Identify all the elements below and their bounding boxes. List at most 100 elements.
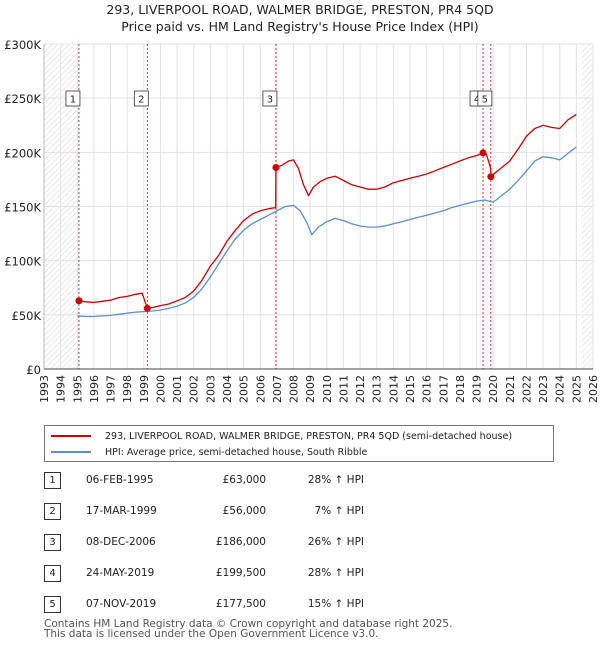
y-tick-label: £0 [26,363,41,377]
x-tick-label: 2011 [337,375,350,403]
x-tick-label: 2024 [554,375,567,403]
hpi-line [77,146,577,318]
chart-title: 293, LIVERPOOL ROAD, WALMER BRIDGE, PRES… [106,2,494,17]
x-tick-label: 2013 [371,375,384,403]
legend-label: HPI: Average price, semi-detached house,… [105,446,368,458]
grid [43,43,594,370]
x-tick-label: 2004 [221,375,234,403]
y-tick-label: £250K [4,92,41,106]
sale-label-box [262,90,278,107]
transaction-number: 2 [44,503,61,520]
table-row: 3 08-DEC-2006 £186,000 26% ↑ HPI [44,534,564,565]
table-row: 2 17-MAR-1999 £56,000 7% ↑ HPI [44,503,564,534]
x-tick-label: 2026 [587,375,600,403]
x-tick-label: 1998 [121,375,134,403]
y-tick-label: £150K [4,201,41,215]
x-tick-label: 1997 [105,375,118,403]
y-tick-label: £200K [4,146,41,160]
transaction-date: 17-MAR-1999 [86,505,157,517]
sale-point [75,297,83,305]
sale-label: 1 [70,95,76,106]
sale-label: 4 [474,95,480,106]
transaction-date: 06-FEB-1995 [86,474,154,486]
footer-attribution: Contains HM Land Registry data © Crown c… [44,618,453,640]
sale-point [272,164,280,171]
x-tick-label: 2002 [188,375,201,403]
legend-item-hpi: HPI: Average price, semi-detached house,… [51,445,367,459]
property-price-line [78,113,577,309]
transaction-date: 24-MAY-2019 [86,567,155,579]
x-tick-label: 1996 [88,375,101,403]
transaction-hpi: 28% ↑ HPI [307,474,364,486]
sale-label: 3 [267,95,273,106]
transaction-price: £199,500 [215,567,266,579]
legend-item-property: 293, LIVERPOOL ROAD, WALMER BRIDGE, PRES… [51,429,512,443]
table-row: 5 07-NOV-2019 £177,500 15% ↑ HPI [44,596,564,627]
sale-points [75,149,495,312]
x-tick-label: 2019 [471,375,484,403]
x-tick-label: 2025 [570,375,583,403]
x-tick-label: 2010 [321,375,334,403]
x-tick-label: 2001 [171,375,184,403]
transaction-number: 1 [44,472,61,489]
y-tick-label: £100K [4,255,41,269]
x-tick-label: 2016 [421,375,434,403]
sale-label-box [133,90,149,107]
x-tick-label: 2005 [238,375,251,403]
transaction-price: £63,000 [222,474,266,486]
sale-label-box [65,90,81,107]
x-tick-label: 2023 [537,375,550,403]
x-tick-label: 2000 [154,375,167,403]
table-row: 4 24-MAY-2019 £199,500 28% ↑ HPI [44,565,564,596]
x-tick-label: 2006 [254,375,267,403]
chart-subtitle: Price paid vs. HM Land Registry's House … [121,19,479,34]
x-tick-label: 2015 [404,375,417,403]
sale-point [143,304,151,312]
table-row: 1 06-FEB-1995 £63,000 28% ↑ HPI [44,472,564,503]
x-tick-label: 1994 [55,375,68,403]
x-tick-label: 2007 [271,375,284,403]
transaction-number: 5 [44,596,61,613]
legend-swatch-blue [51,451,91,453]
x-tick-label: 2012 [354,375,367,403]
sale-label: 5 [482,95,488,106]
transaction-hpi: 26% ↑ HPI [307,536,364,548]
footer-line: This data is licensed under the Open Gov… [44,628,379,640]
legend-swatch-red [51,435,91,437]
y-tick-label: £300K [4,38,41,52]
transaction-number: 4 [44,565,61,582]
transaction-hpi: 28% ↑ HPI [307,567,364,579]
x-tick-label: 2003 [204,375,217,403]
transaction-price: £177,500 [215,598,266,610]
x-tick-label: 2009 [304,375,317,403]
sale-label: 2 [138,95,144,106]
x-tick-label: 2022 [520,375,533,403]
transaction-number: 3 [44,534,61,551]
transaction-hpi: 7% ↑ HPI [314,505,364,517]
transaction-price: £186,000 [215,536,266,548]
x-tick-label: 1999 [138,375,151,403]
x-tick-label: 2014 [387,375,400,403]
legend: 293, LIVERPOOL ROAD, WALMER BRIDGE, PRES… [44,425,554,462]
transaction-date: 07-NOV-2019 [86,598,157,610]
x-tick-label: 2018 [454,375,467,403]
legend-label: 293, LIVERPOOL ROAD, WALMER BRIDGE, PRES… [105,430,513,442]
x-tick-label: 2021 [504,375,517,403]
footer-line: Contains HM Land Registry data © Crown c… [44,618,453,630]
x-tick-label: 1995 [71,375,84,403]
sale-label-box [477,90,493,107]
x-tick-label: 2020 [487,375,500,403]
x-tick-label: 2008 [288,375,301,403]
y-tick-label: £50K [12,309,42,323]
sale-point [487,173,495,181]
transaction-date: 08-DEC-2006 [86,536,156,548]
x-tick-label: 2017 [437,375,450,403]
transactions-table: 1 06-FEB-1995 £63,000 28% ↑ HPI 2 17-MAR… [44,472,564,627]
transaction-hpi: 15% ↑ HPI [307,598,364,610]
x-tick-label: 1993 [38,375,51,403]
sale-point [479,149,487,157]
transaction-price: £56,000 [222,505,266,517]
